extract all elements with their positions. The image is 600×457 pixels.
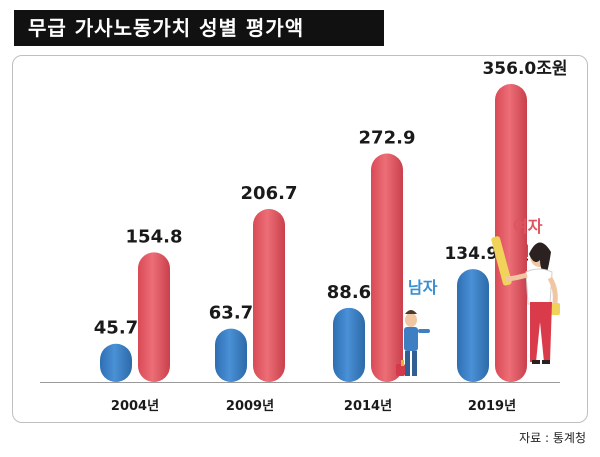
value-label-female-1: 206.7 <box>241 183 298 204</box>
value-label-male-0: 45.7 <box>94 318 138 339</box>
male-worker-illustration <box>396 310 430 376</box>
value-label-female-3: 356.0조원 <box>482 59 567 79</box>
bar-female-1 <box>253 208 285 382</box>
category-label-0: 2004년 <box>111 399 159 414</box>
value-label-female-2: 272.9 <box>359 128 416 149</box>
legend-label-male: 남자 <box>408 278 438 297</box>
value-label-male-1: 63.7 <box>209 303 253 324</box>
bar-female-3 <box>495 84 527 382</box>
value-label-male-2: 88.6 <box>327 282 371 303</box>
bar-male-3 <box>457 269 489 382</box>
bar-female-2 <box>371 153 403 382</box>
bar-male-1 <box>215 328 247 382</box>
female-worker-illustration <box>491 236 560 364</box>
bar-male-0 <box>100 343 132 382</box>
bar-male-2 <box>333 307 365 382</box>
chart-title: 무급 가사노동가치 성별 평가액 <box>28 16 305 40</box>
category-label-3: 2019년 <box>468 399 516 414</box>
category-label-1: 2009년 <box>226 399 274 414</box>
category-label-2: 2014년 <box>344 399 392 414</box>
source-note: 자료 : 통계청 <box>519 431 586 445</box>
value-label-female-0: 154.8 <box>126 226 183 247</box>
title-background <box>14 10 384 46</box>
bar-female-0 <box>138 252 170 382</box>
legend-label-female: 여자 <box>513 217 543 236</box>
